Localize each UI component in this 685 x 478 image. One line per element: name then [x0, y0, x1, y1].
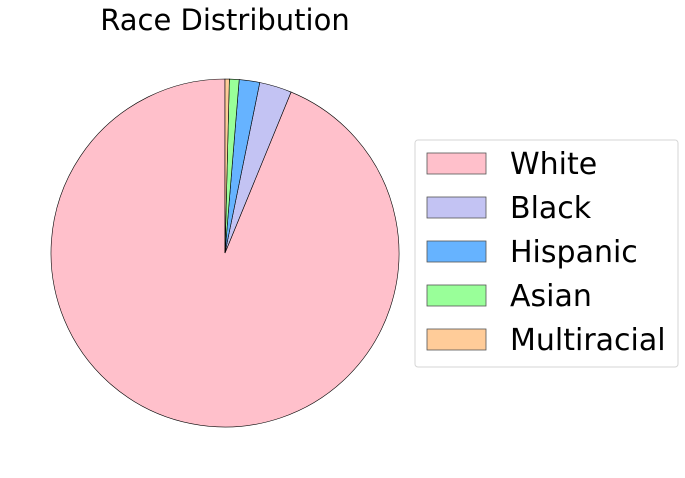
legend: White Black Hispanic Asian Multiracial — [414, 139, 679, 368]
legend-swatch-white — [426, 152, 487, 175]
legend-label-hispanic: Hispanic — [510, 235, 638, 270]
chart-title: Race Distribution — [100, 3, 349, 37]
legend-swatch-multiracial — [426, 328, 487, 351]
pie-slices — [50, 78, 400, 428]
legend-swatch-black — [426, 196, 487, 219]
legend-label-multiracial: Multiracial — [510, 323, 666, 358]
legend-swatch-hispanic — [426, 240, 487, 263]
legend-label-black: Black — [510, 191, 592, 226]
legend-swatch-asian — [426, 284, 487, 307]
legend-items: White Black Hispanic Asian Multiracial — [426, 147, 666, 358]
pie-slice-multiracial — [224, 78, 230, 254]
legend-label-white: White — [510, 147, 597, 182]
legend-label-asian: Asian — [510, 279, 592, 314]
